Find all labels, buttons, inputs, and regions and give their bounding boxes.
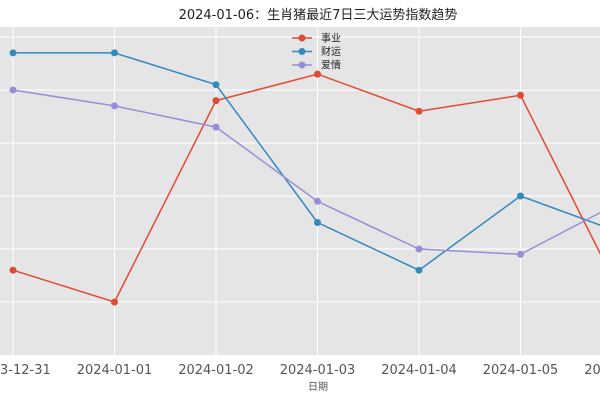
data-point [212, 123, 220, 131]
legend-label: 事业 [321, 32, 341, 45]
x-tick-label: 2024-01-06 [584, 363, 600, 378]
legend-marker [298, 34, 306, 42]
data-point [111, 49, 118, 57]
x-tick-label: 2024-01-01 [77, 363, 153, 378]
data-point [314, 219, 321, 226]
data-point [111, 298, 118, 306]
data-point [415, 266, 423, 274]
legend-label: 爱情 [321, 59, 341, 72]
legend-marker [298, 48, 306, 55]
data-point [212, 97, 220, 105]
legend-marker [298, 61, 306, 69]
data-point [517, 192, 524, 200]
data-point [9, 49, 17, 57]
data-point [314, 70, 321, 78]
data-point [517, 91, 524, 99]
data-point [212, 81, 220, 89]
data-point [314, 197, 321, 205]
x-tick-label: 2023-12-31 [0, 363, 51, 378]
data-point [415, 107, 423, 115]
x-tick-label: 2024-01-02 [178, 363, 254, 378]
data-point [9, 266, 17, 274]
data-point [9, 86, 17, 94]
legend-label: 财运 [321, 45, 341, 58]
x-tick-label: 2024-01-04 [381, 363, 457, 378]
data-point [517, 250, 524, 258]
x-tick-label: 2024-01-03 [280, 363, 356, 378]
plot-area [0, 27, 600, 355]
x-axis-label: 日期 [308, 381, 328, 393]
x-tick-label: 2024-01-05 [483, 363, 559, 378]
chart-title: 2024-01-06：生肖猪最近7日三大运势指数趋势 [179, 7, 458, 23]
data-point [415, 245, 423, 253]
data-point [111, 102, 118, 110]
